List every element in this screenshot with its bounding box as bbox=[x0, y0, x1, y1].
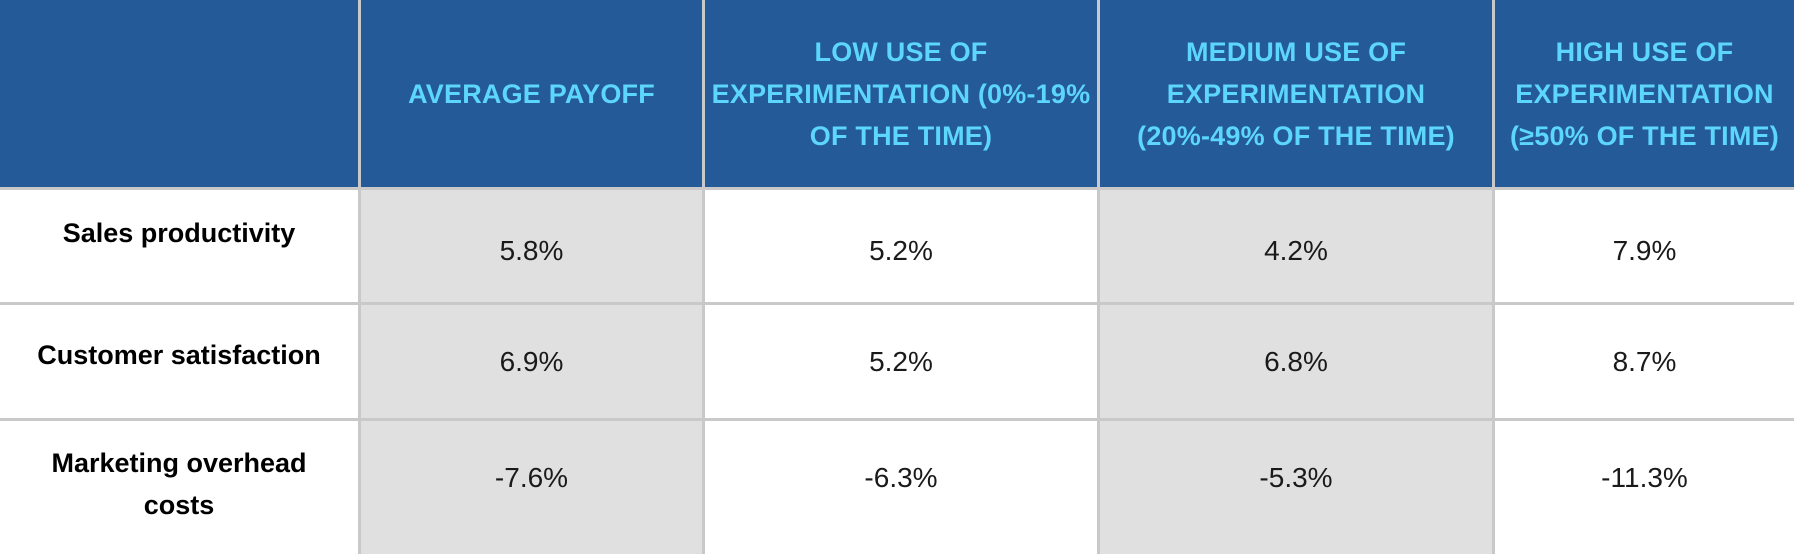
table-cell: 6.8% bbox=[1097, 305, 1492, 421]
table-cell: 5.8% bbox=[358, 190, 702, 305]
table-cell: 8.7% bbox=[1492, 305, 1794, 421]
table-cell: 7.9% bbox=[1492, 190, 1794, 305]
table-cell: -5.3% bbox=[1097, 421, 1492, 554]
table-cell: -11.3% bbox=[1492, 421, 1794, 554]
header-average-payoff: AVERAGE PAYOFF bbox=[358, 0, 702, 190]
header-low-use: LOW USE OF EXPERIMENTATION (0%-19% OF TH… bbox=[702, 0, 1097, 190]
header-high-use: HIGH USE OF EXPERIMENTATION (≥50% OF THE… bbox=[1492, 0, 1794, 190]
header-corner-cell bbox=[0, 0, 358, 190]
table-cell: -7.6% bbox=[358, 421, 702, 554]
row-label-sales-productivity: Sales productivity bbox=[0, 190, 358, 305]
table-cell: -6.3% bbox=[702, 421, 1097, 554]
row-label-customer-satisfaction: Customer satisfaction bbox=[0, 305, 358, 421]
table-cell: 5.2% bbox=[702, 305, 1097, 421]
row-label-marketing-overhead-costs: Marketing overhead costs bbox=[0, 421, 358, 554]
table-cell: 4.2% bbox=[1097, 190, 1492, 305]
table-cell: 5.2% bbox=[702, 190, 1097, 305]
table-cell: 6.9% bbox=[358, 305, 702, 421]
header-medium-use: MEDIUM USE OF EXPERIMENTATION (20%-49% O… bbox=[1097, 0, 1492, 190]
